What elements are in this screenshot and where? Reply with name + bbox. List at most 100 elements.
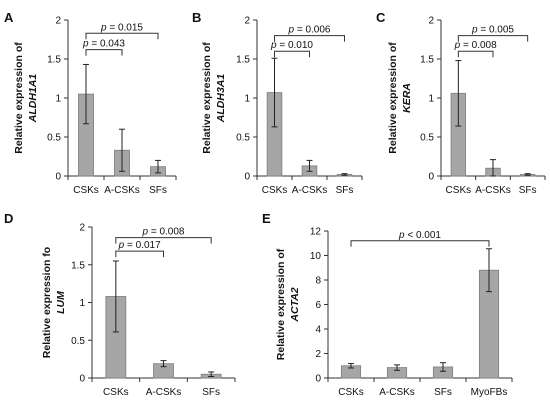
y-tick-label: 6 [315,300,321,311]
p-value-label: p = 0.010 [270,40,313,51]
y-axis-label: Relative expression of [13,42,25,154]
y-axis-label-gene: KERA [401,83,413,113]
y-tick-label: 1.5 [71,260,85,271]
y-tick-label: 0.5 [71,336,85,347]
panel-b: B Relative expression of ALDH3A1 0 0.5 1 1.5 2 C… [192,10,363,196]
x-category-label: CSKs [338,387,364,398]
panel-letter: D [4,211,13,226]
panel-e: E Relative expression of ACTA2 0 2 4 6 8 10 12 CSK… [262,211,513,398]
panel-letter: E [262,211,271,226]
y-tick-label: 0 [428,172,434,183]
panel-letter: B [192,10,201,25]
y-tick-label: 0 [315,374,321,385]
x-category-label: A-CSKs [475,185,511,196]
y-tick-label: 2 [428,16,434,27]
x-category-label: CSKs [262,185,288,196]
y-axis-label: Relative expression of [275,248,287,360]
y-axis-label: Relative expression of [201,42,213,154]
y-axis-label: Relative expression of [387,42,399,154]
panel-letter: C [376,10,386,25]
significance-bracket [274,35,345,42]
p-value: = 0.006 [294,25,331,36]
p-value: = 0.017 [124,240,161,251]
p-symbol: p [82,39,89,50]
x-category-label: SFs [336,185,354,196]
y-axis-label: Relative expression fo [41,247,53,358]
y-tick-label: 0 [79,374,85,385]
p-value-label: p < 0.001 [398,230,441,241]
x-category-label: A-CSKs [104,185,140,196]
y-tick-label: 0.5 [47,133,61,144]
y-tick-label: 1.5 [420,55,434,66]
x-category-label: CSKs [446,185,472,196]
significance-bracket [457,35,529,42]
significance-bracket [274,50,310,58]
y-tick-label: 8 [315,276,321,287]
p-value: = 0.015 [107,22,144,33]
y-tick-label: 2 [244,16,250,27]
p-value-label: p = 0.017 [118,240,161,251]
y-axis-label-gene: LUM [55,291,67,314]
y-tick-label: 1.5 [236,55,250,66]
y-tick-label: 0 [244,172,250,183]
x-category-label: CSKs [103,387,129,398]
p-value: = 0.008 [148,227,185,238]
p-symbol: p [398,230,405,241]
p-value-label: p = 0.008 [142,227,185,238]
p-value-label: p = 0.043 [82,39,125,50]
p-value-label: p = 0.006 [288,25,331,36]
p-value-label: p = 0.015 [100,22,143,33]
y-axis-label-gene: ACTA2 [289,287,301,322]
y-tick-label: 12 [310,227,322,238]
x-category-label: A-CSKs [292,185,328,196]
significance-bracket [115,250,164,258]
p-value: = 0.010 [277,40,314,51]
panel-letter: A [4,10,14,25]
p-value: = 0.005 [478,25,515,36]
significance-bracket [85,32,159,40]
x-category-label: A-CSKs [379,387,415,398]
y-tick-label: 4 [315,325,321,336]
significance-bracket [350,240,490,247]
x-category-label: SFs [519,185,537,196]
y-tick-label: 0.5 [236,133,250,144]
y-tick-label: 1 [55,94,61,105]
y-tick-label: 2 [55,16,61,27]
y-tick-label: 0 [55,172,61,183]
significance-bracket [85,49,123,56]
p-symbol: p [142,227,149,238]
y-tick-label: 1 [79,298,85,309]
y-tick-label: 10 [310,251,322,262]
p-value: = 0.043 [89,39,126,50]
x-category-label: A-CSKs [146,387,182,398]
y-tick-label: 1.5 [47,55,61,66]
p-value-label: p = 0.005 [471,25,514,36]
y-axis-label-gene: ALDH1A1 [27,74,39,124]
y-tick-label: 1 [244,94,250,105]
significance-bracket [115,237,212,244]
x-category-label: SFs [202,387,220,398]
y-tick-label: 2 [315,349,321,360]
p-symbol: p [270,40,277,51]
panel-a: A Relative expression of ALDH1A1 0 0.5 1 1.5 2 C… [4,10,177,196]
p-value: = 0.008 [460,40,497,51]
p-symbol: p [471,25,478,36]
significance-bracket [457,50,494,58]
p-symbol: p [118,240,125,251]
x-category-label: CSKs [73,185,99,196]
panel-d: D Relative expression fo LUM 0 0.5 1 1.5 2 CSKs A… [4,211,236,398]
x-category-label: MyoFBs [471,387,508,398]
x-category-label: SFs [149,185,167,196]
p-value: < 0.001 [405,230,442,241]
y-tick-label: 2 [79,223,85,234]
panel-c: C Relative expression of KERA 0 0.5 1 1.5 2 CSKs… [376,10,546,196]
y-tick-label: 1 [428,94,434,105]
p-symbol: p [288,25,295,36]
y-axis-label-gene: ALDH3A1 [215,74,227,124]
p-symbol: p [454,40,461,51]
p-value-label: p = 0.008 [454,40,497,51]
y-tick-label: 0.5 [420,133,434,144]
x-category-label: SFs [434,387,452,398]
p-symbol: p [100,22,107,33]
